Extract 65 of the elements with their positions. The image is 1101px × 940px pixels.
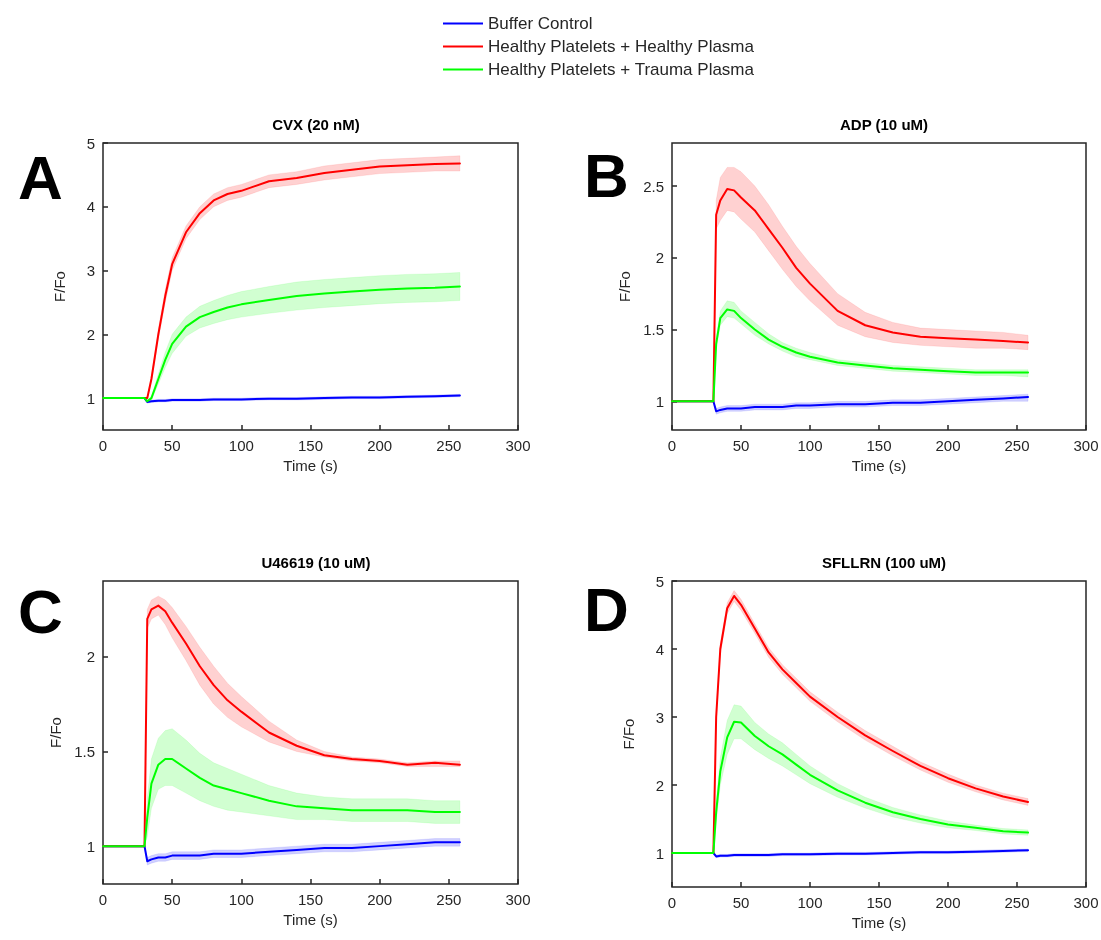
x-tick-label: 100: [797, 894, 823, 911]
x-tick-label: 50: [163, 891, 181, 908]
x-tick-label: 150: [297, 437, 324, 454]
y-tick-label: 3: [655, 708, 664, 726]
x-tick-label: 200: [935, 894, 961, 911]
y-axis-title: F/Fo: [51, 271, 68, 302]
x-tick-label: 50: [732, 894, 750, 911]
x-axis-title: Time (s): [283, 457, 338, 474]
x-tick-label: 0: [98, 437, 108, 454]
chart-title: ADP (10 uM): [839, 116, 929, 133]
chart-title: SFLLRN (100 uM): [821, 554, 947, 571]
x-tick-label: 250: [436, 891, 462, 908]
x-tick-label: 250: [1004, 437, 1030, 454]
y-tick-label: 2.5: [643, 177, 664, 195]
legend-label: Buffer Control: [488, 14, 593, 33]
text: D: [584, 574, 629, 644]
y-tick-label: 5: [86, 134, 95, 152]
x-tick-label: 0: [667, 894, 677, 911]
x-tick-label: 250: [436, 437, 462, 454]
y-tick-label: 4: [655, 640, 664, 658]
x-axis-title: Time (s): [851, 457, 907, 474]
x-tick-label: 300: [505, 891, 531, 908]
y-tick-label: 4: [86, 198, 95, 216]
y-tick-label: 1.5: [643, 321, 664, 339]
y-axis-title: F/Fo: [616, 271, 634, 302]
y-tick-label: 1: [86, 389, 95, 407]
y-tick-label: 1: [655, 844, 664, 862]
legend-label: Healthy Platelets + Trauma Plasma: [488, 60, 755, 79]
x-tick-label: 150: [866, 437, 892, 454]
x-tick-label: 0: [98, 891, 108, 908]
x-tick-label: 200: [367, 437, 393, 454]
x-tick-label: 100: [228, 891, 254, 908]
y-tick-label: 5: [655, 572, 664, 590]
x-tick-label: 100: [228, 437, 254, 454]
x-tick-label: 150: [866, 894, 892, 911]
x-axis-title: Time (s): [283, 911, 338, 928]
x-tick-label: 0: [667, 437, 677, 454]
x-tick-label: 50: [163, 437, 181, 454]
chart-title: U46619 (10 uM): [261, 554, 371, 571]
x-tick-label: 250: [1004, 894, 1030, 911]
y-axis-title: F/Fo: [620, 718, 637, 750]
y-tick-label: 1: [655, 392, 664, 410]
x-tick-label: 300: [505, 437, 531, 454]
x-tick-label: 300: [1073, 894, 1099, 911]
x-tick-label: 300: [1073, 437, 1099, 454]
y-tick-label: 2: [655, 776, 664, 794]
text: A: [18, 142, 63, 212]
x-tick-label: 150: [297, 891, 324, 908]
x-tick-label: 200: [935, 437, 961, 454]
chart-title: CVX (20 nM): [272, 116, 360, 133]
text: B: [584, 140, 629, 210]
y-tick-label: 1: [86, 837, 95, 855]
x-tick-label: 50: [732, 437, 750, 454]
y-tick-label: 2: [86, 648, 95, 666]
line-series: [102, 758, 461, 848]
x-tick-label: 100: [797, 437, 823, 454]
y-tick-label: 2: [655, 249, 664, 267]
text: C: [18, 576, 63, 646]
x-axis-title: Time (s): [851, 914, 907, 931]
y-tick-label: 3: [86, 262, 95, 280]
y-tick-label: 2: [86, 325, 95, 343]
legend-label: Healthy Platelets + Healthy Plasma: [488, 37, 755, 56]
y-axis-title: F/Fo: [47, 717, 65, 748]
x-tick-label: 200: [367, 891, 393, 908]
y-tick-label: 1.5: [74, 742, 95, 760]
